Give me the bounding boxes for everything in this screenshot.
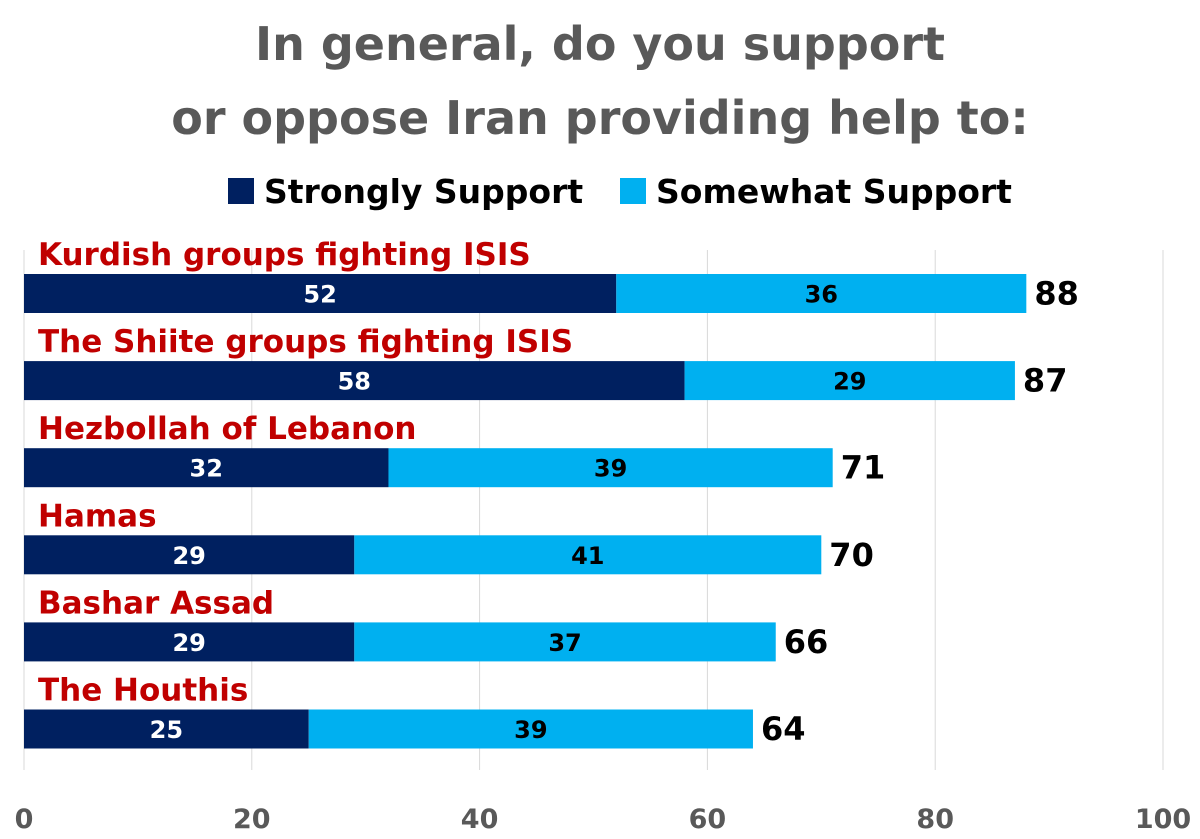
bar-somewhat-1: [684, 361, 1015, 401]
total-label-3: 70: [829, 536, 874, 574]
data-label-somewhat-1: 29: [833, 368, 866, 396]
legend-swatch-strongly-support: [228, 178, 254, 204]
category-label-4: Bashar Assad: [38, 585, 274, 621]
x-tick-label-1: 20: [233, 804, 271, 835]
category-label-3: Hamas: [38, 498, 157, 534]
total-label-5: 64: [761, 710, 806, 748]
x-tick-label-0: 0: [15, 804, 34, 835]
bar-somewhat-4: [354, 622, 776, 662]
total-label-1: 87: [1023, 362, 1068, 400]
x-tick-label-3: 60: [689, 804, 727, 835]
x-tick-label-5: 100: [1135, 804, 1191, 835]
category-label-1: The Shiite groups fighting ISIS: [38, 324, 573, 360]
bar-strongly-4: [24, 622, 355, 662]
bar-somewhat-5: [308, 709, 753, 749]
data-label-somewhat-3: 41: [571, 542, 604, 570]
data-label-strongly-0: 52: [303, 281, 336, 309]
data-label-strongly-1: 58: [338, 368, 371, 396]
total-label-2: 71: [841, 449, 886, 487]
data-label-somewhat-0: 36: [805, 281, 838, 309]
legend-item-strongly-support: Strongly Support: [228, 166, 583, 216]
total-label-0: 88: [1034, 275, 1079, 313]
bar-strongly-3: [24, 535, 355, 575]
data-label-somewhat-5: 39: [514, 716, 547, 744]
total-label-4: 66: [784, 623, 829, 661]
chart-legend: Strongly Support Somewhat Support: [0, 166, 1200, 216]
legend-item-somewhat-support: Somewhat Support: [620, 166, 1012, 216]
chart-title-line-2: or oppose Iran providing help to:: [171, 91, 1029, 145]
data-label-somewhat-2: 39: [594, 455, 627, 483]
category-label-5: The Houthis: [38, 673, 248, 709]
bar-somewhat-0: [616, 274, 1027, 313]
x-tick-label-4: 80: [916, 804, 954, 835]
chart-title-line-1: In general, do you support: [254, 17, 946, 71]
data-label-strongly-3: 29: [172, 542, 205, 570]
bar-strongly-5: [24, 709, 309, 749]
data-label-strongly-2: 32: [190, 455, 223, 483]
category-label-2: Hezbollah of Lebanon: [38, 411, 416, 447]
bar-strongly-0: [24, 274, 617, 313]
data-label-strongly-4: 29: [172, 629, 205, 657]
data-label-somewhat-4: 37: [548, 629, 581, 657]
data-label-strongly-5: 25: [150, 716, 183, 744]
x-tick-label-2: 40: [461, 804, 499, 835]
legend-label-strongly-support: Strongly Support: [264, 171, 584, 211]
legend-label-somewhat-support: Somewhat Support: [656, 171, 1012, 211]
legend-swatch-somewhat-support: [620, 178, 646, 204]
bar-somewhat-2: [388, 448, 833, 488]
bar-somewhat-3: [354, 535, 822, 575]
bar-strongly-2: [24, 448, 389, 488]
bar-strongly-1: [24, 361, 685, 401]
category-label-0: Kurdish groups fighting ISIS: [38, 237, 531, 273]
